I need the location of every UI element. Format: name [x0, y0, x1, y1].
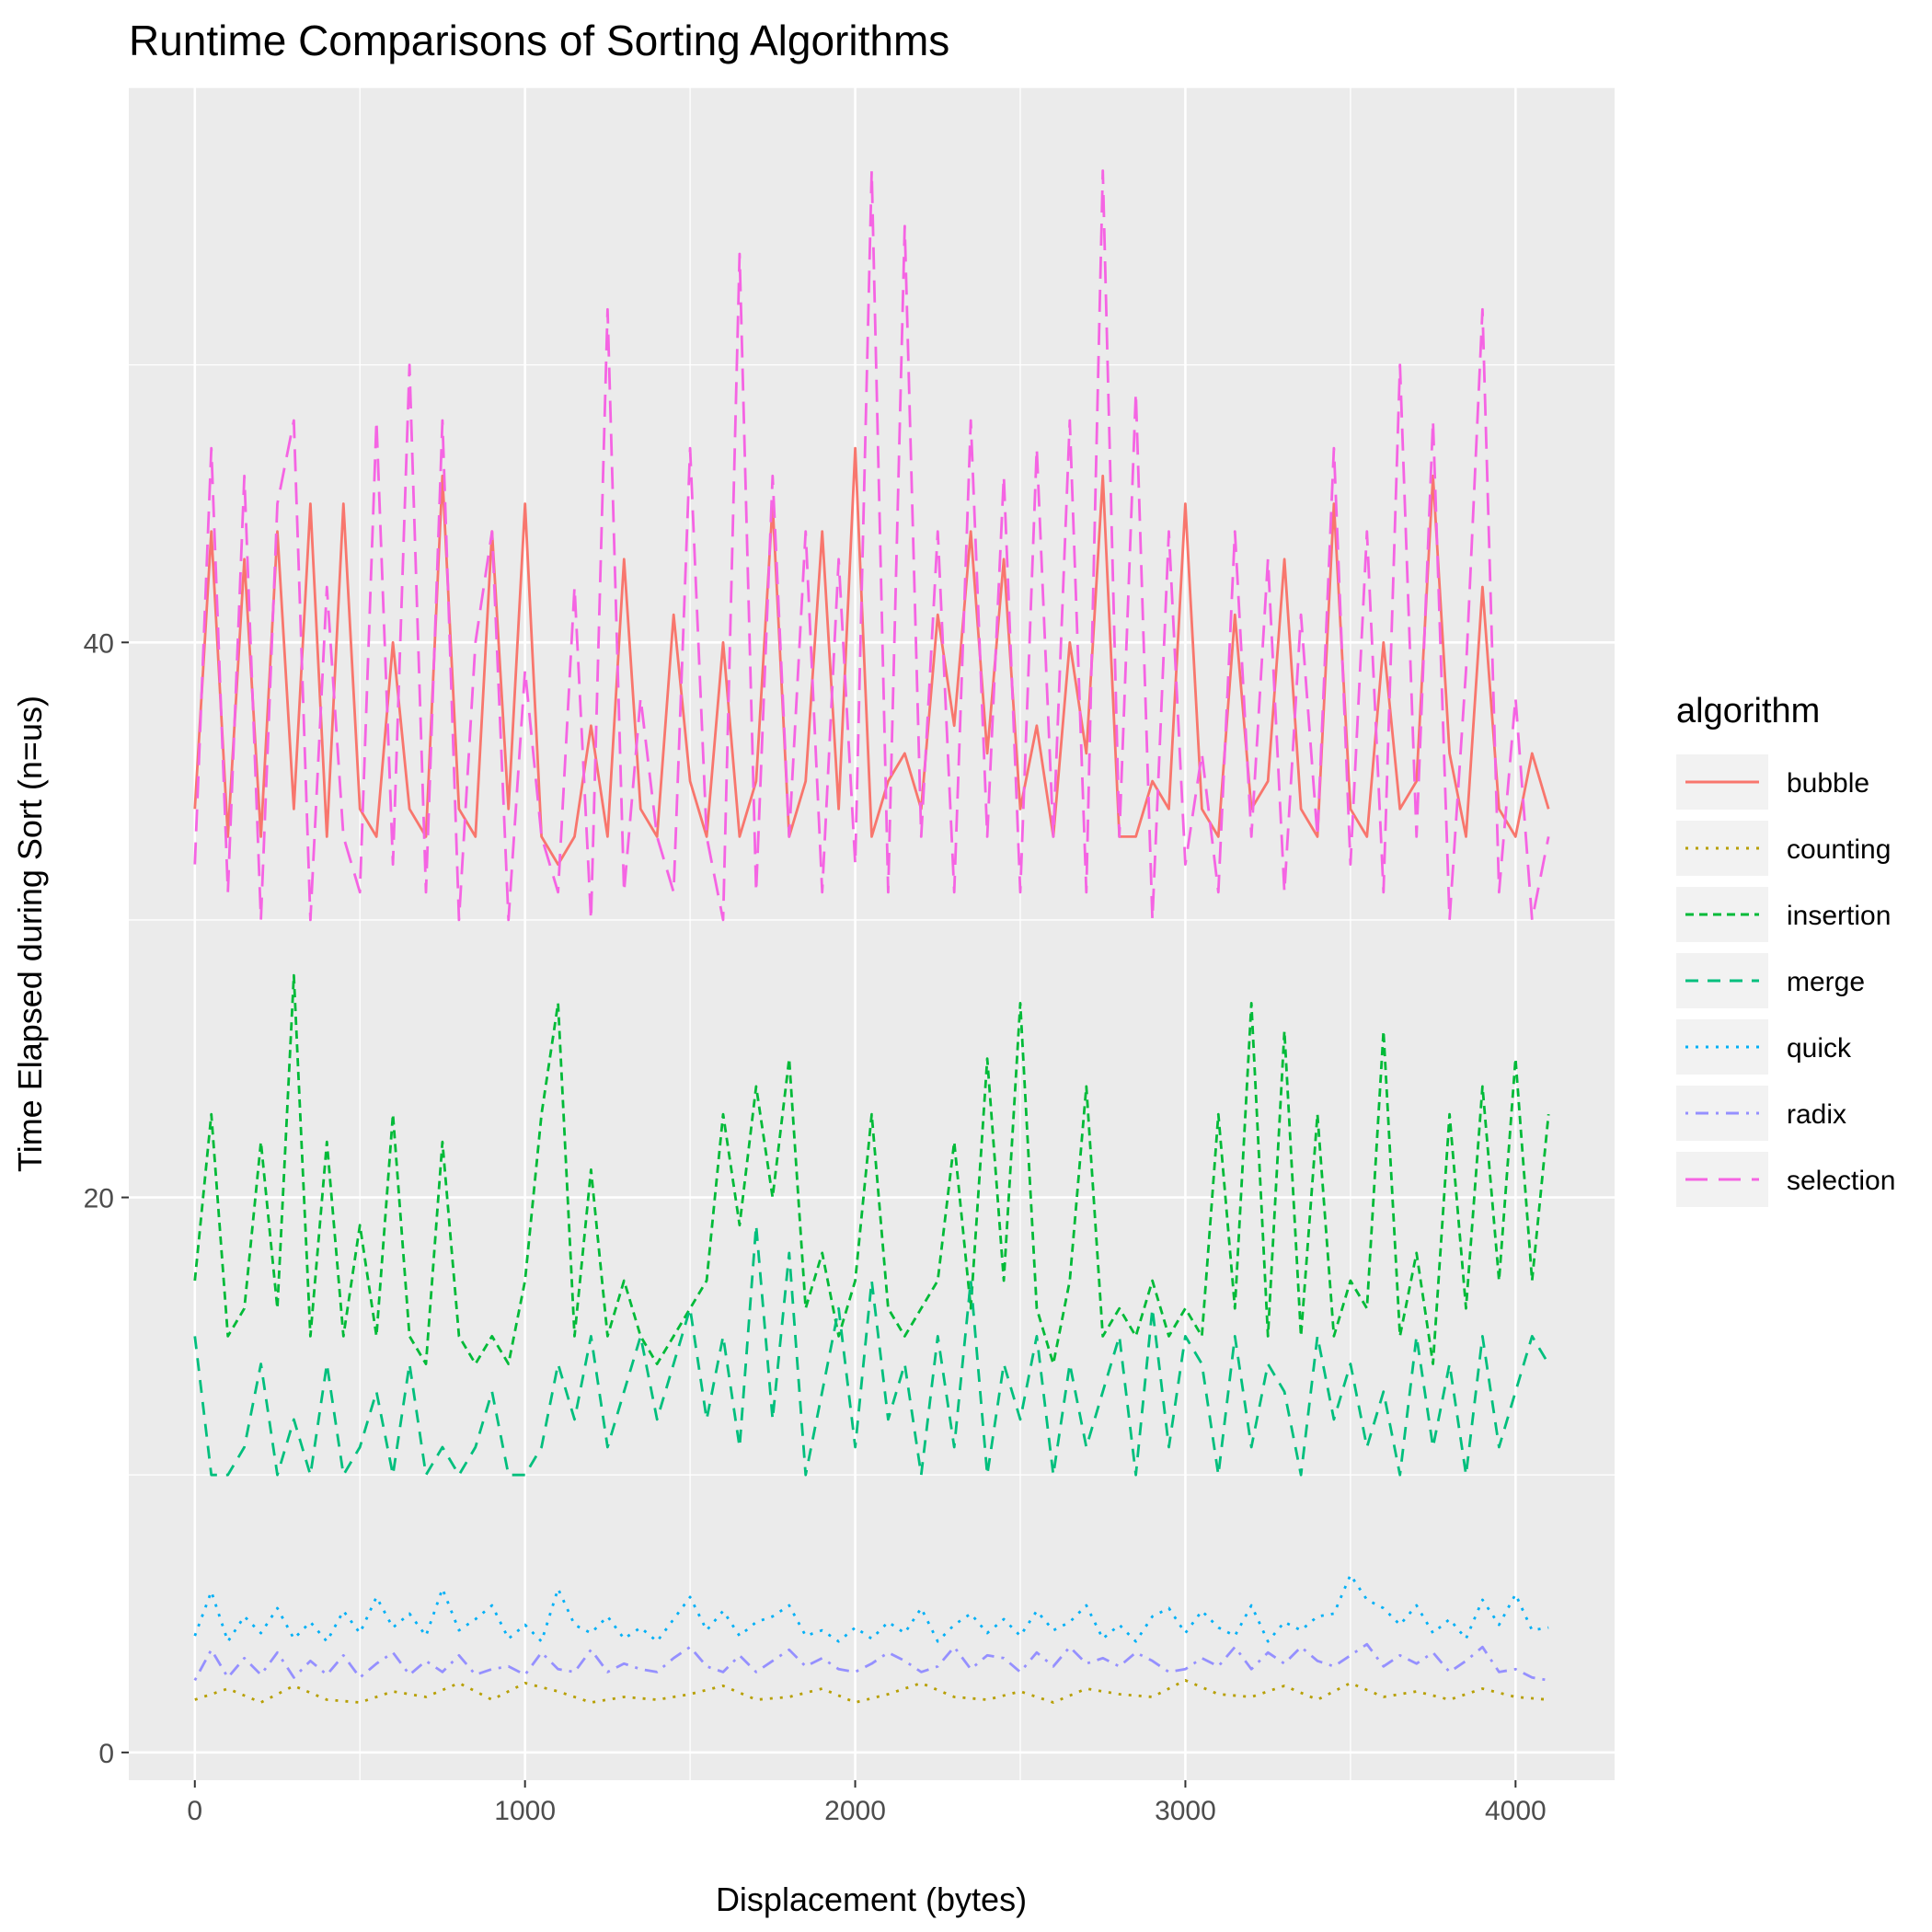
grid: [129, 86, 1615, 1780]
legend-label-merge: merge: [1787, 967, 1865, 997]
y-tick-label: 20: [84, 1184, 114, 1214]
legend-item-bubble: bubble: [1676, 754, 1869, 810]
legend-key-background: [1676, 821, 1768, 876]
y-tick-label: 0: [98, 1739, 114, 1769]
x-tick-label: 4000: [1485, 1796, 1547, 1826]
x-tick-label: 3000: [1155, 1796, 1216, 1826]
legend-key-background: [1676, 1086, 1768, 1141]
series-line-radix: [193, 1642, 1549, 1682]
y-tick-label: 40: [84, 628, 114, 659]
legend-item-counting: counting: [1676, 821, 1891, 876]
chart-title: Runtime Comparisons of Sorting Algorithm…: [129, 17, 949, 64]
legend-label-bubble: bubble: [1787, 768, 1869, 799]
legend-label-counting: counting: [1787, 834, 1891, 865]
legend-item-radix: radix: [1676, 1086, 1846, 1141]
legend-label-quick: quick: [1787, 1033, 1852, 1064]
x-tick-label: 2000: [824, 1796, 886, 1826]
legend-label-selection: selection: [1787, 1166, 1895, 1196]
axes: 0 1000 2000 3000 4000 0 20 40: [84, 628, 1547, 1826]
legend-key-background: [1676, 1019, 1768, 1075]
legend-item-merge: merge: [1676, 953, 1865, 1008]
x-tick-label: 0: [187, 1796, 202, 1826]
x-axis-title: Displacement (bytes): [716, 1880, 1027, 1918]
plot-panel: [129, 87, 1615, 1780]
legend-label-radix: radix: [1787, 1099, 1846, 1130]
legend-label-insertion: insertion: [1787, 901, 1891, 931]
legend-item-quick: quick: [1676, 1019, 1852, 1075]
legend-item-selection: selection: [1676, 1152, 1895, 1207]
x-tick-label: 1000: [494, 1796, 556, 1826]
legend-item-insertion: insertion: [1676, 887, 1891, 942]
legend: algorithm bubble counting insertion merge qu…: [1676, 692, 1895, 1207]
series-line-merge: [193, 1224, 1550, 1477]
series-line-insertion: [193, 973, 1550, 1365]
series-layer: [193, 169, 1550, 1704]
series-line-quick: [193, 1573, 1549, 1643]
legend-title: algorithm: [1676, 692, 1820, 730]
y-axis-title: Time Elapsed during Sort (n=us): [11, 696, 49, 1172]
